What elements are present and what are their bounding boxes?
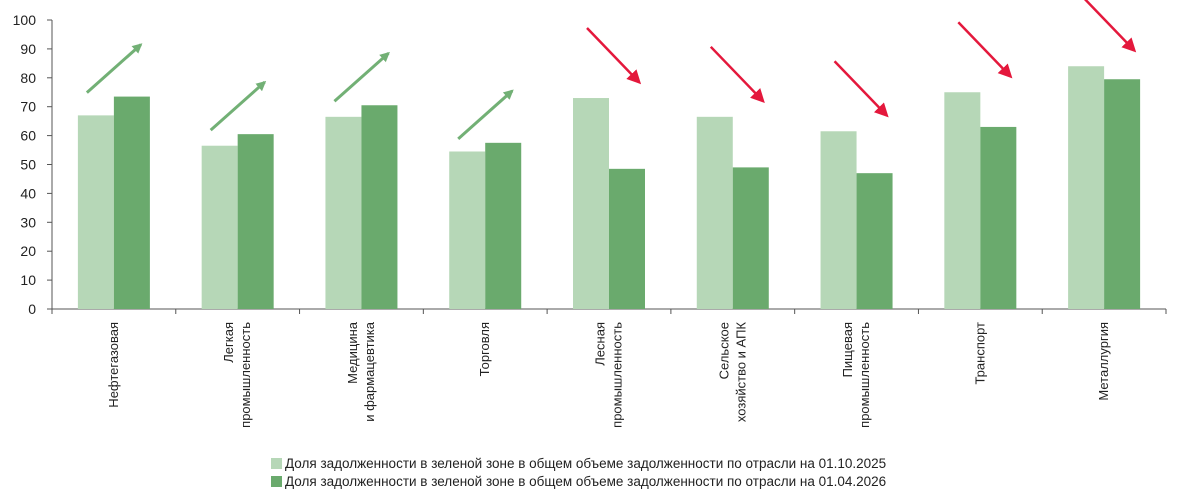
y-tick-label: 60 <box>20 128 36 144</box>
trend-arrow-up <box>209 80 267 132</box>
bar-series-1 <box>1068 66 1105 310</box>
y-tick-label: 80 <box>20 70 36 86</box>
bar-series-1 <box>201 145 238 309</box>
x-category-label: Металлургия <box>1096 322 1111 401</box>
trend-arrow-down <box>833 60 889 118</box>
trend-arrow-down <box>957 21 1013 79</box>
x-category-label: промышленность <box>238 322 253 428</box>
x-category-label: Легкая <box>221 322 236 363</box>
bar-series-1 <box>696 116 733 309</box>
x-category-label: Торговля <box>477 322 492 376</box>
trend-arrow-up <box>85 43 143 94</box>
bar-series-2 <box>485 142 522 309</box>
bar-series-1 <box>449 151 486 309</box>
x-category-label: Сельское <box>716 322 731 379</box>
trend-arrow-up <box>457 89 514 140</box>
bar-series-2 <box>237 134 274 309</box>
bar-series-2 <box>856 173 893 309</box>
trend-arrows <box>85 0 1137 140</box>
bar-series-1 <box>944 92 981 309</box>
x-category-label: Нефтегазовая <box>106 322 121 408</box>
bar-series-1 <box>325 116 362 309</box>
y-tick-label: 70 <box>20 99 36 115</box>
bar-series-2 <box>732 167 769 309</box>
legend: Доля задолженности в зеленой зоне в обще… <box>271 456 886 489</box>
y-tick-label: 100 <box>13 12 37 28</box>
x-category-label: Транспорт <box>972 322 987 385</box>
bars <box>77 66 1141 310</box>
trend-arrow-down <box>709 45 765 103</box>
legend-label-1: Доля задолженности в зеленой зоне в обще… <box>285 456 886 471</box>
y-tick-label: 90 <box>20 41 36 57</box>
legend-label-2: Доля задолженности в зеленой зоне в обще… <box>285 474 886 489</box>
bar-series-2 <box>113 96 150 310</box>
bar-series-1 <box>820 131 857 309</box>
bar-series-1 <box>77 115 114 310</box>
legend-swatch-2 <box>271 476 282 487</box>
trend-arrow-down <box>1083 0 1137 53</box>
y-tick-label: 0 <box>28 301 36 317</box>
y-axis: 0 10 20 30 40 50 60 70 80 90 100 <box>13 12 53 317</box>
bar-series-1 <box>573 98 609 309</box>
x-category-label: Лесная <box>593 322 608 366</box>
bar-series-2 <box>980 126 1017 310</box>
x-category-label: промышленность <box>857 322 872 428</box>
y-tick-label: 10 <box>20 272 36 288</box>
legend-swatch-1 <box>271 458 282 469</box>
x-category-label: хозяйство и АПК <box>733 322 748 422</box>
bar-series-2 <box>1104 79 1141 310</box>
x-category-label: и фармацевтика <box>362 321 377 422</box>
x-category-label: Медицина <box>345 321 360 384</box>
trend-arrow-up <box>333 51 390 103</box>
y-tick-label: 40 <box>20 185 36 201</box>
y-tick-label: 30 <box>20 214 36 230</box>
trend-arrow-down <box>586 27 642 85</box>
bar-series-2 <box>361 105 398 309</box>
y-tick-label: 50 <box>20 157 36 173</box>
x-category-label: Пищевая <box>840 322 855 377</box>
x-axis: Нефтегазовая Легкая промышленность Медицина… <box>51 308 1167 428</box>
y-tick-label: 20 <box>20 243 36 259</box>
x-category-label: промышленность <box>610 322 625 428</box>
bar-series-2 <box>609 168 645 309</box>
